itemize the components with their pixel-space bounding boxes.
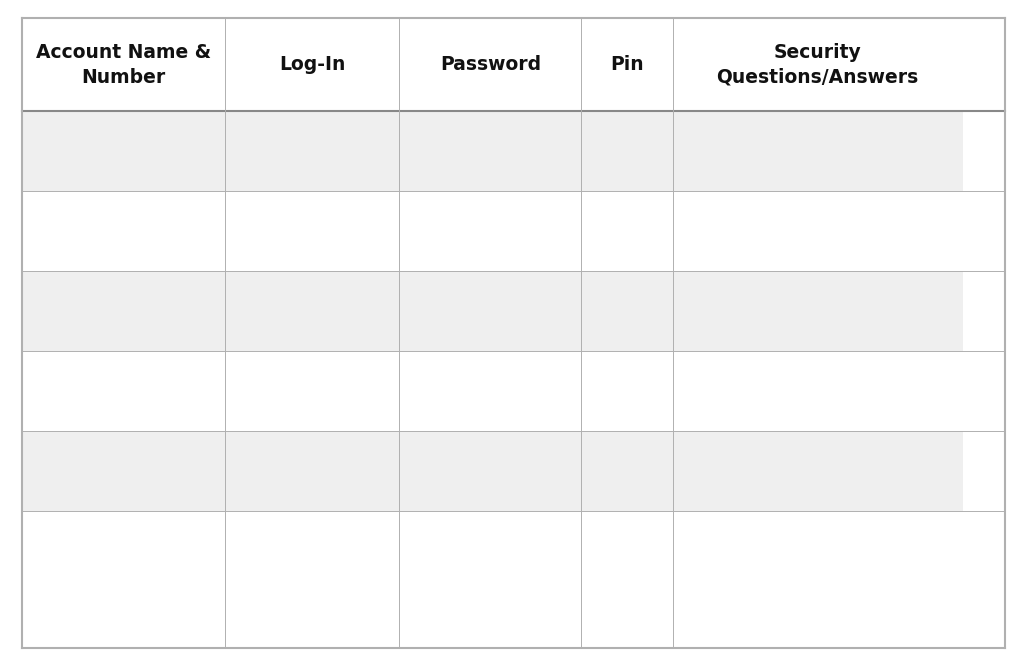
- Bar: [582, 271, 673, 351]
- Bar: [673, 431, 963, 512]
- Bar: [225, 271, 399, 351]
- Text: Security
Questions/Answers: Security Questions/Answers: [717, 42, 919, 87]
- Bar: [673, 351, 963, 431]
- Bar: [22, 111, 225, 191]
- Text: Log-In: Log-In: [280, 55, 346, 74]
- Bar: [225, 18, 399, 111]
- Bar: [22, 431, 225, 512]
- Bar: [22, 271, 225, 351]
- Bar: [22, 512, 225, 592]
- Bar: [673, 191, 963, 271]
- Text: Account Name &
Number: Account Name & Number: [36, 42, 211, 87]
- Bar: [399, 18, 582, 111]
- Bar: [582, 191, 673, 271]
- Bar: [225, 191, 399, 271]
- Bar: [399, 271, 582, 351]
- Bar: [22, 18, 225, 111]
- Bar: [582, 351, 673, 431]
- Bar: [399, 111, 582, 191]
- Bar: [225, 431, 399, 512]
- Bar: [673, 512, 963, 592]
- Bar: [673, 271, 963, 351]
- Text: Pin: Pin: [610, 55, 644, 74]
- Bar: [673, 18, 963, 111]
- Bar: [399, 512, 582, 592]
- Bar: [22, 351, 225, 431]
- Bar: [225, 351, 399, 431]
- Text: Password: Password: [440, 55, 541, 74]
- Bar: [582, 111, 673, 191]
- Bar: [399, 431, 582, 512]
- Bar: [399, 351, 582, 431]
- Bar: [22, 191, 225, 271]
- Bar: [399, 191, 582, 271]
- Bar: [673, 111, 963, 191]
- Bar: [225, 512, 399, 592]
- Bar: [582, 18, 673, 111]
- Bar: [582, 431, 673, 512]
- Bar: [225, 111, 399, 191]
- Bar: [582, 512, 673, 592]
